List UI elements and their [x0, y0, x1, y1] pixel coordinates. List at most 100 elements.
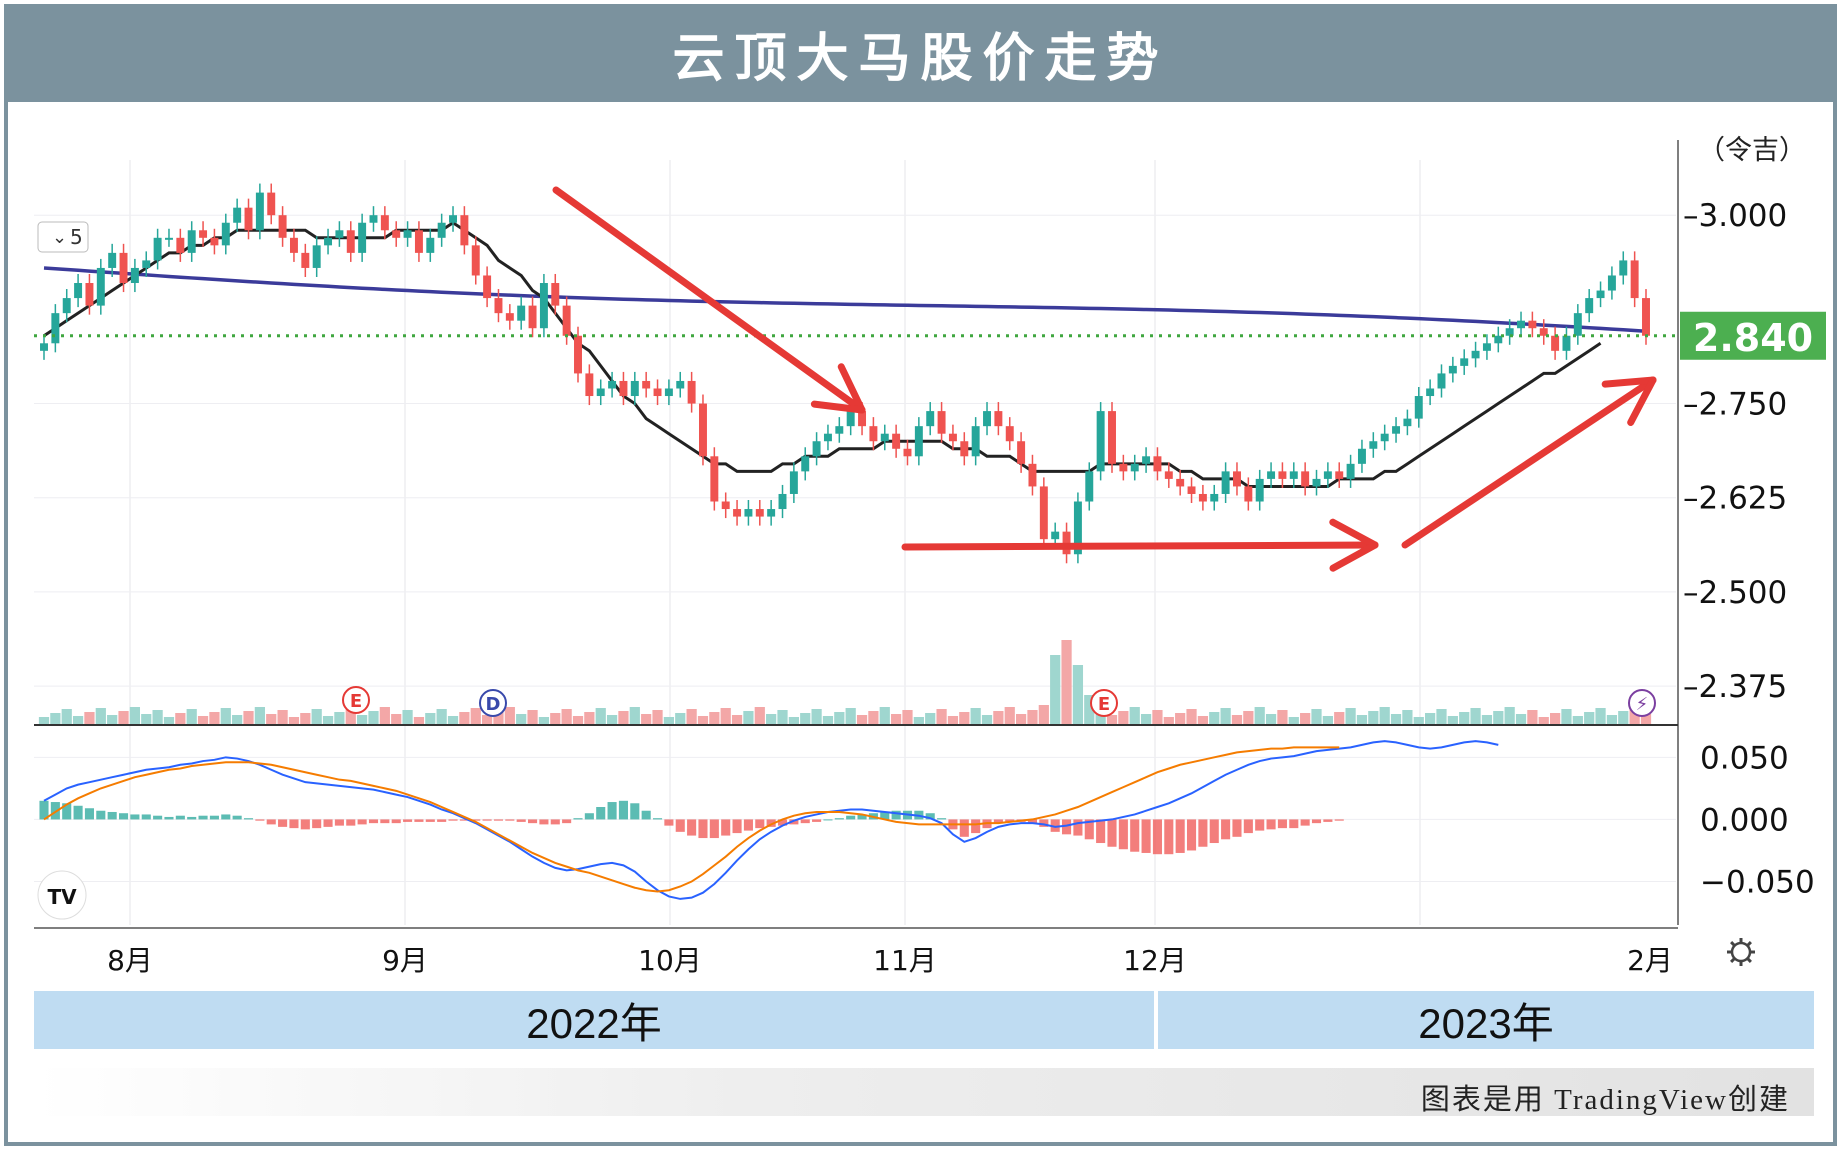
macd-histogram-bar — [471, 819, 481, 821]
year-2022-cell: 2022年 — [34, 991, 1154, 1049]
volume-bar — [504, 707, 515, 725]
month-label-5: 12月 — [1123, 944, 1187, 977]
macd-histogram-bar — [1232, 819, 1242, 837]
macd-histogram-bar — [289, 819, 299, 829]
candle-body — [664, 388, 673, 397]
candle-body — [369, 215, 378, 223]
macd-histogram-bar — [652, 818, 663, 820]
candle-body — [1323, 471, 1332, 479]
macd-histogram-bar — [743, 819, 753, 831]
candle-body — [1198, 493, 1207, 502]
candle-body — [801, 456, 810, 472]
volume-bar — [663, 717, 675, 725]
volume-bar — [777, 710, 788, 725]
credit-bar: 图表是用 TradingView创建 — [34, 1068, 1814, 1116]
volume-bar — [1152, 710, 1163, 725]
candle-body — [1278, 471, 1287, 479]
candle-body — [517, 305, 526, 321]
candle-body — [1085, 471, 1094, 502]
candle-body — [528, 305, 537, 329]
volume-bar — [209, 712, 220, 725]
macd-histogram-bar — [187, 816, 197, 820]
candle-body — [539, 283, 548, 329]
macd-histogram-bar — [50, 802, 60, 820]
volume-bar — [175, 713, 186, 725]
volume-bar — [811, 709, 822, 725]
macd-histogram-bar — [1130, 819, 1140, 852]
volume-bar — [1015, 714, 1027, 725]
macd-histogram-bar — [971, 819, 981, 834]
gear-tooth — [1746, 957, 1752, 963]
candle-body — [335, 230, 344, 238]
macd-histogram-bar — [209, 815, 219, 820]
candle-body — [1176, 478, 1185, 487]
volume-bar — [936, 709, 947, 725]
volume-bar — [1618, 711, 1629, 725]
candle-body — [426, 237, 435, 253]
volume-bar — [1504, 707, 1515, 725]
candle-body — [1380, 433, 1389, 442]
volume-bar — [1288, 717, 1299, 725]
year-band: 2022年 2023年 — [34, 991, 1814, 1049]
macd-histogram-bar — [1050, 819, 1060, 832]
settings-gear-icon[interactable] — [1727, 938, 1755, 966]
macd-histogram-bar — [153, 815, 163, 820]
volume-bar — [891, 714, 902, 725]
lightning-marker-icon-letter: ⚡ — [1636, 694, 1649, 715]
macd-histogram-bar — [573, 818, 583, 820]
candle-body — [948, 433, 957, 442]
candle-body — [358, 222, 367, 253]
volume-bar — [1425, 713, 1436, 725]
macd-histogram-bar — [1323, 819, 1333, 822]
candle-body — [551, 283, 560, 306]
volume-bar — [1470, 708, 1481, 725]
volume-bar — [1629, 707, 1640, 725]
macd-histogram-bar — [1084, 819, 1094, 840]
candle-body — [1642, 298, 1650, 336]
candle-body — [789, 471, 798, 494]
candle-body — [380, 215, 389, 231]
macd-histogram-bar — [107, 811, 117, 820]
volume-bar — [1595, 708, 1606, 725]
candle-body — [983, 411, 991, 427]
candle-body — [1028, 463, 1037, 487]
macd-histogram-bar — [130, 814, 140, 820]
candle-body — [1005, 426, 1014, 442]
candle-body — [312, 245, 321, 268]
candle-body — [903, 448, 912, 457]
macd-histogram-bar — [675, 819, 685, 832]
volume-bar — [629, 707, 640, 725]
volume-bar — [436, 709, 447, 725]
candle-body — [1619, 260, 1628, 276]
volume-bar — [1072, 665, 1084, 725]
volume-bar — [1038, 705, 1049, 725]
ma-long-line — [43, 266, 1647, 333]
macd-histogram-bar — [539, 819, 549, 825]
volume-bar — [391, 714, 402, 725]
price-tick-label: –2.500 — [1683, 575, 1787, 611]
volume-bar — [493, 711, 504, 725]
macd-histogram-bar — [1107, 819, 1117, 847]
candle-body — [96, 267, 105, 306]
candle-body — [1596, 290, 1605, 299]
macd-histogram-bar — [1152, 819, 1162, 855]
volume-bar — [856, 715, 868, 725]
volume-bar — [561, 709, 572, 725]
month-label-2: 9月 — [382, 944, 428, 977]
volume-bar — [1140, 714, 1152, 725]
candle-body — [585, 373, 594, 397]
candle-body — [278, 215, 287, 238]
candle-body — [392, 230, 401, 238]
candle-body — [1130, 463, 1139, 472]
volume-bar — [675, 713, 686, 725]
chevron-down-icon: ⌄ — [52, 227, 67, 248]
candle-body — [1403, 418, 1412, 427]
last-price-badge — [1680, 311, 1826, 360]
volume-bar — [322, 716, 334, 725]
candle-body — [324, 237, 333, 246]
candle-body — [1289, 471, 1298, 479]
candle-body — [119, 252, 128, 284]
volume-bar — [232, 715, 243, 725]
candle-body — [1551, 335, 1560, 351]
volume-bar — [697, 716, 709, 725]
